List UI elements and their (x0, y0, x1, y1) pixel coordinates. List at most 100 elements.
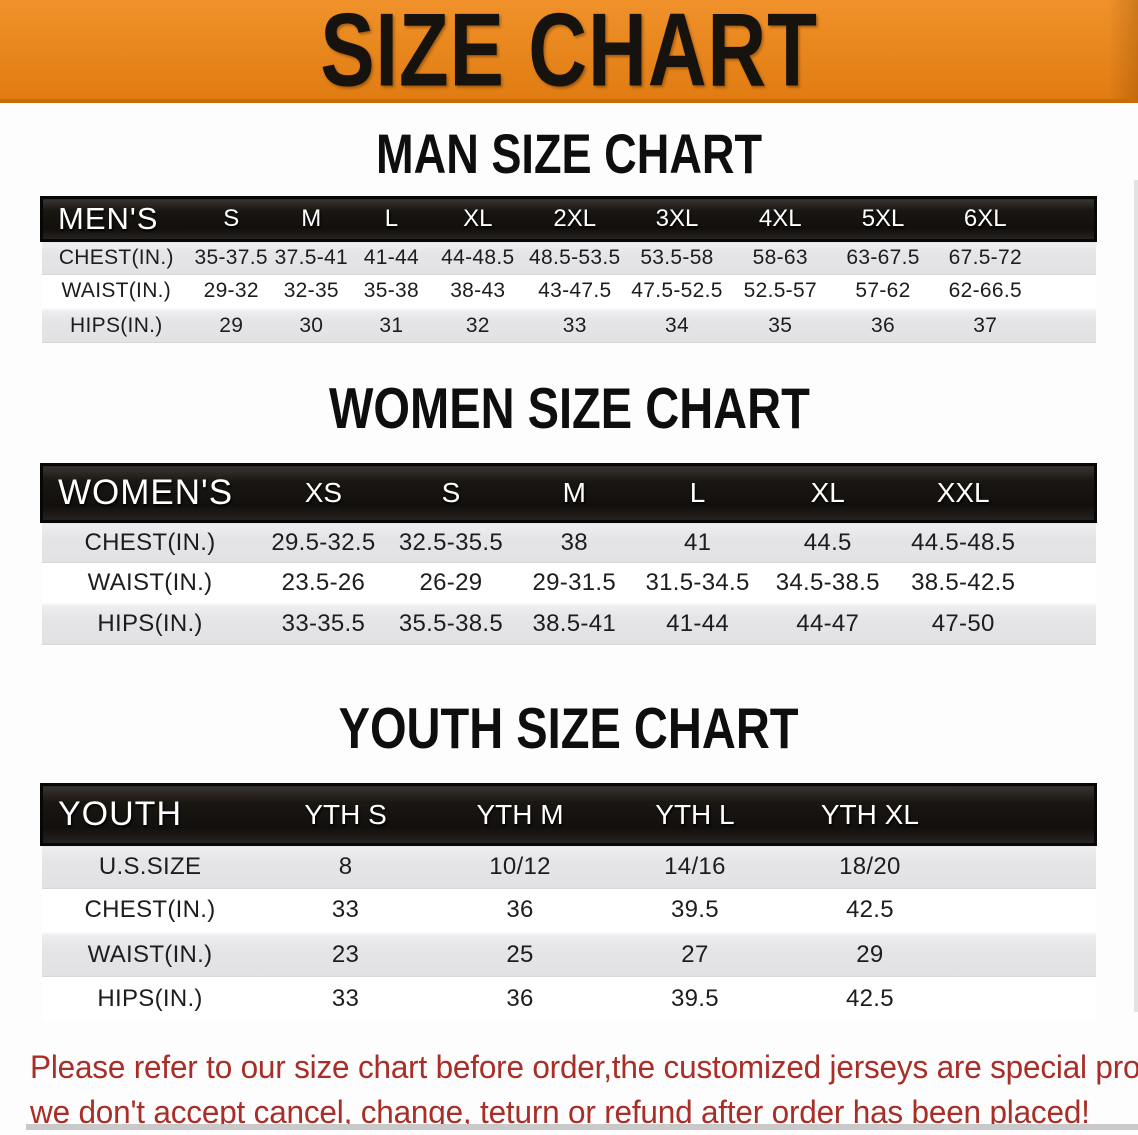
youth-table-row: CHEST(IN.) 33 36 39.5 42.5 (41, 888, 1096, 933)
men-row-filler (1036, 307, 1096, 343)
women-header-filler (1031, 463, 1098, 523)
women-cell: 31.5-34.5 (634, 562, 761, 604)
men-section-title: MAN SIZE CHART (0, 126, 1138, 181)
youth-cell: 23 (258, 931, 433, 977)
women-size-table: WOMEN'S XS S M L XL XXL CHEST(IN.) 29.5-32.5 32.5… (39, 463, 1098, 645)
youth-header-filler (957, 783, 1098, 846)
section-youth: YOUTH SIZE CHART YOUTH YTH S YTH M YTH L YTH … (0, 700, 1138, 1021)
women-column-header: XL (760, 463, 896, 523)
men-column-header: 4XL (728, 196, 832, 242)
men-cell: 35-37.5 (191, 239, 272, 275)
men-table-row: CHEST(IN.) 35-37.5 37.5-41 41-44 44-48.5 48.5… (41, 239, 1096, 275)
youth-section-title-text: YOUTH SIZE CHART (339, 697, 799, 761)
men-corner-label: MEN'S (40, 196, 192, 242)
women-cell: 29-31.5 (513, 562, 635, 604)
men-column-header: L (351, 196, 432, 242)
men-cell: 34 (625, 307, 729, 343)
women-column-header: XXL (895, 463, 1032, 523)
men-cell: 57-62 (831, 274, 935, 309)
women-cell: 44.5-48.5 (895, 520, 1032, 563)
men-table-row: HIPS(IN.) 29 30 31 32 33 34 35 36 37 (41, 307, 1096, 343)
youth-cell: 10/12 (432, 843, 608, 889)
women-row-label: CHEST(IN.) (41, 520, 259, 563)
disclaimer-line-1: Please refer to our size chart before or… (30, 1048, 1138, 1085)
men-cell: 32-35 (271, 274, 352, 309)
men-cell: 32 (431, 307, 525, 343)
banner: SIZE CHART (0, 0, 1138, 103)
youth-table-row: U.S.SIZE 8 10/12 14/16 18/20 (41, 843, 1096, 889)
women-column-header: L (634, 463, 761, 523)
women-table-row: HIPS(IN.) 33-35.5 35.5-38.5 38.5-41 41-44 44-… (41, 602, 1096, 645)
women-cell: 38.5-41 (513, 602, 635, 645)
men-cell: 37.5-41 (271, 239, 352, 275)
men-row-label: CHEST(IN.) (41, 239, 192, 275)
youth-cell: 39.5 (607, 976, 783, 1021)
women-cell: 41-44 (634, 602, 761, 645)
men-column-header: S (191, 196, 272, 242)
women-cell: 34.5-38.5 (760, 562, 896, 604)
banner-title: SIZE CHART (320, 0, 818, 108)
youth-cell: 36 (432, 976, 608, 1021)
men-cell: 36 (831, 307, 935, 343)
youth-column-header: YTH L (607, 783, 783, 846)
youth-column-header: YTH XL (782, 783, 958, 846)
youth-corner-label: YOUTH (39, 783, 259, 846)
women-cell: 33-35.5 (258, 602, 389, 645)
youth-cell: 39.5 (607, 888, 783, 933)
men-size-table: MEN'S S M L XL 2XL 3XL 4XL 5XL 6XL CHEST(IN.) 35-37… (40, 196, 1098, 343)
women-column-header: S (388, 463, 514, 523)
bottom-edge-strip (26, 1124, 1138, 1130)
men-cell: 43-47.5 (524, 274, 626, 309)
section-men: MAN SIZE CHART MEN'S S M L XL 2XL 3XL 4XL 5XL 6XL C… (0, 126, 1138, 343)
women-section-title: WOMEN SIZE CHART (0, 380, 1138, 438)
youth-table-row: HIPS(IN.) 33 36 39.5 42.5 (41, 976, 1096, 1021)
men-cell: 62-66.5 (934, 274, 1037, 309)
men-cell: 63-67.5 (831, 239, 935, 275)
disclaimer: Please refer to our size chart before or… (30, 1045, 1138, 1135)
women-row-filler (1031, 562, 1096, 604)
youth-cell: 42.5 (782, 976, 958, 1021)
men-cell: 37 (934, 307, 1037, 343)
youth-cell: 27 (607, 931, 783, 977)
youth-row-filler (957, 888, 1096, 933)
women-table-row: WAIST(IN.) 23.5-26 26-29 29-31.5 31.5-34.5 34… (41, 562, 1096, 604)
youth-cell: 8 (258, 843, 433, 889)
men-header-filler (1036, 196, 1098, 242)
women-cell: 38 (513, 520, 635, 563)
men-column-header: 2XL (524, 196, 626, 242)
youth-row-label: HIPS(IN.) (41, 976, 259, 1021)
men-cell: 29-32 (191, 274, 272, 309)
women-cell: 35.5-38.5 (388, 602, 514, 645)
women-cell: 47-50 (895, 602, 1032, 645)
youth-row-label: CHEST(IN.) (41, 888, 259, 933)
women-row-filler (1031, 602, 1096, 645)
women-row-filler (1031, 520, 1096, 563)
women-cell: 29.5-32.5 (258, 520, 389, 563)
men-cell: 53.5-58 (625, 239, 729, 275)
youth-section-title: YOUTH SIZE CHART (0, 700, 1138, 758)
men-row-filler (1036, 239, 1096, 275)
men-column-header: 3XL (625, 196, 729, 242)
men-cell: 67.5-72 (934, 239, 1037, 275)
section-women: WOMEN SIZE CHART WOMEN'S XS S M L XL XXL CHEST(I… (0, 380, 1138, 645)
women-cell: 26-29 (388, 562, 514, 604)
youth-header-row: YOUTH YTH S YTH M YTH L YTH XL (39, 783, 1098, 846)
youth-row-filler (957, 931, 1096, 977)
women-cell: 23.5-26 (258, 562, 389, 604)
youth-size-table: YOUTH YTH S YTH M YTH L YTH XL U.S.SIZE 8 10/12… (39, 783, 1098, 1021)
men-cell: 44-48.5 (431, 239, 525, 275)
men-column-header: 6XL (934, 196, 1037, 242)
women-column-header: M (513, 463, 635, 523)
men-header-row: MEN'S S M L XL 2XL 3XL 4XL 5XL 6XL (40, 196, 1098, 242)
youth-row-label: WAIST(IN.) (41, 931, 259, 977)
men-row-label: HIPS(IN.) (41, 307, 192, 343)
women-cell: 38.5-42.5 (895, 562, 1032, 604)
women-corner-label: WOMEN'S (39, 463, 259, 523)
women-cell: 32.5-35.5 (388, 520, 514, 563)
youth-cell: 33 (258, 976, 433, 1021)
men-cell: 30 (271, 307, 352, 343)
men-cell: 47.5-52.5 (625, 274, 729, 309)
youth-column-header: YTH S (258, 783, 433, 846)
men-cell: 33 (524, 307, 626, 343)
